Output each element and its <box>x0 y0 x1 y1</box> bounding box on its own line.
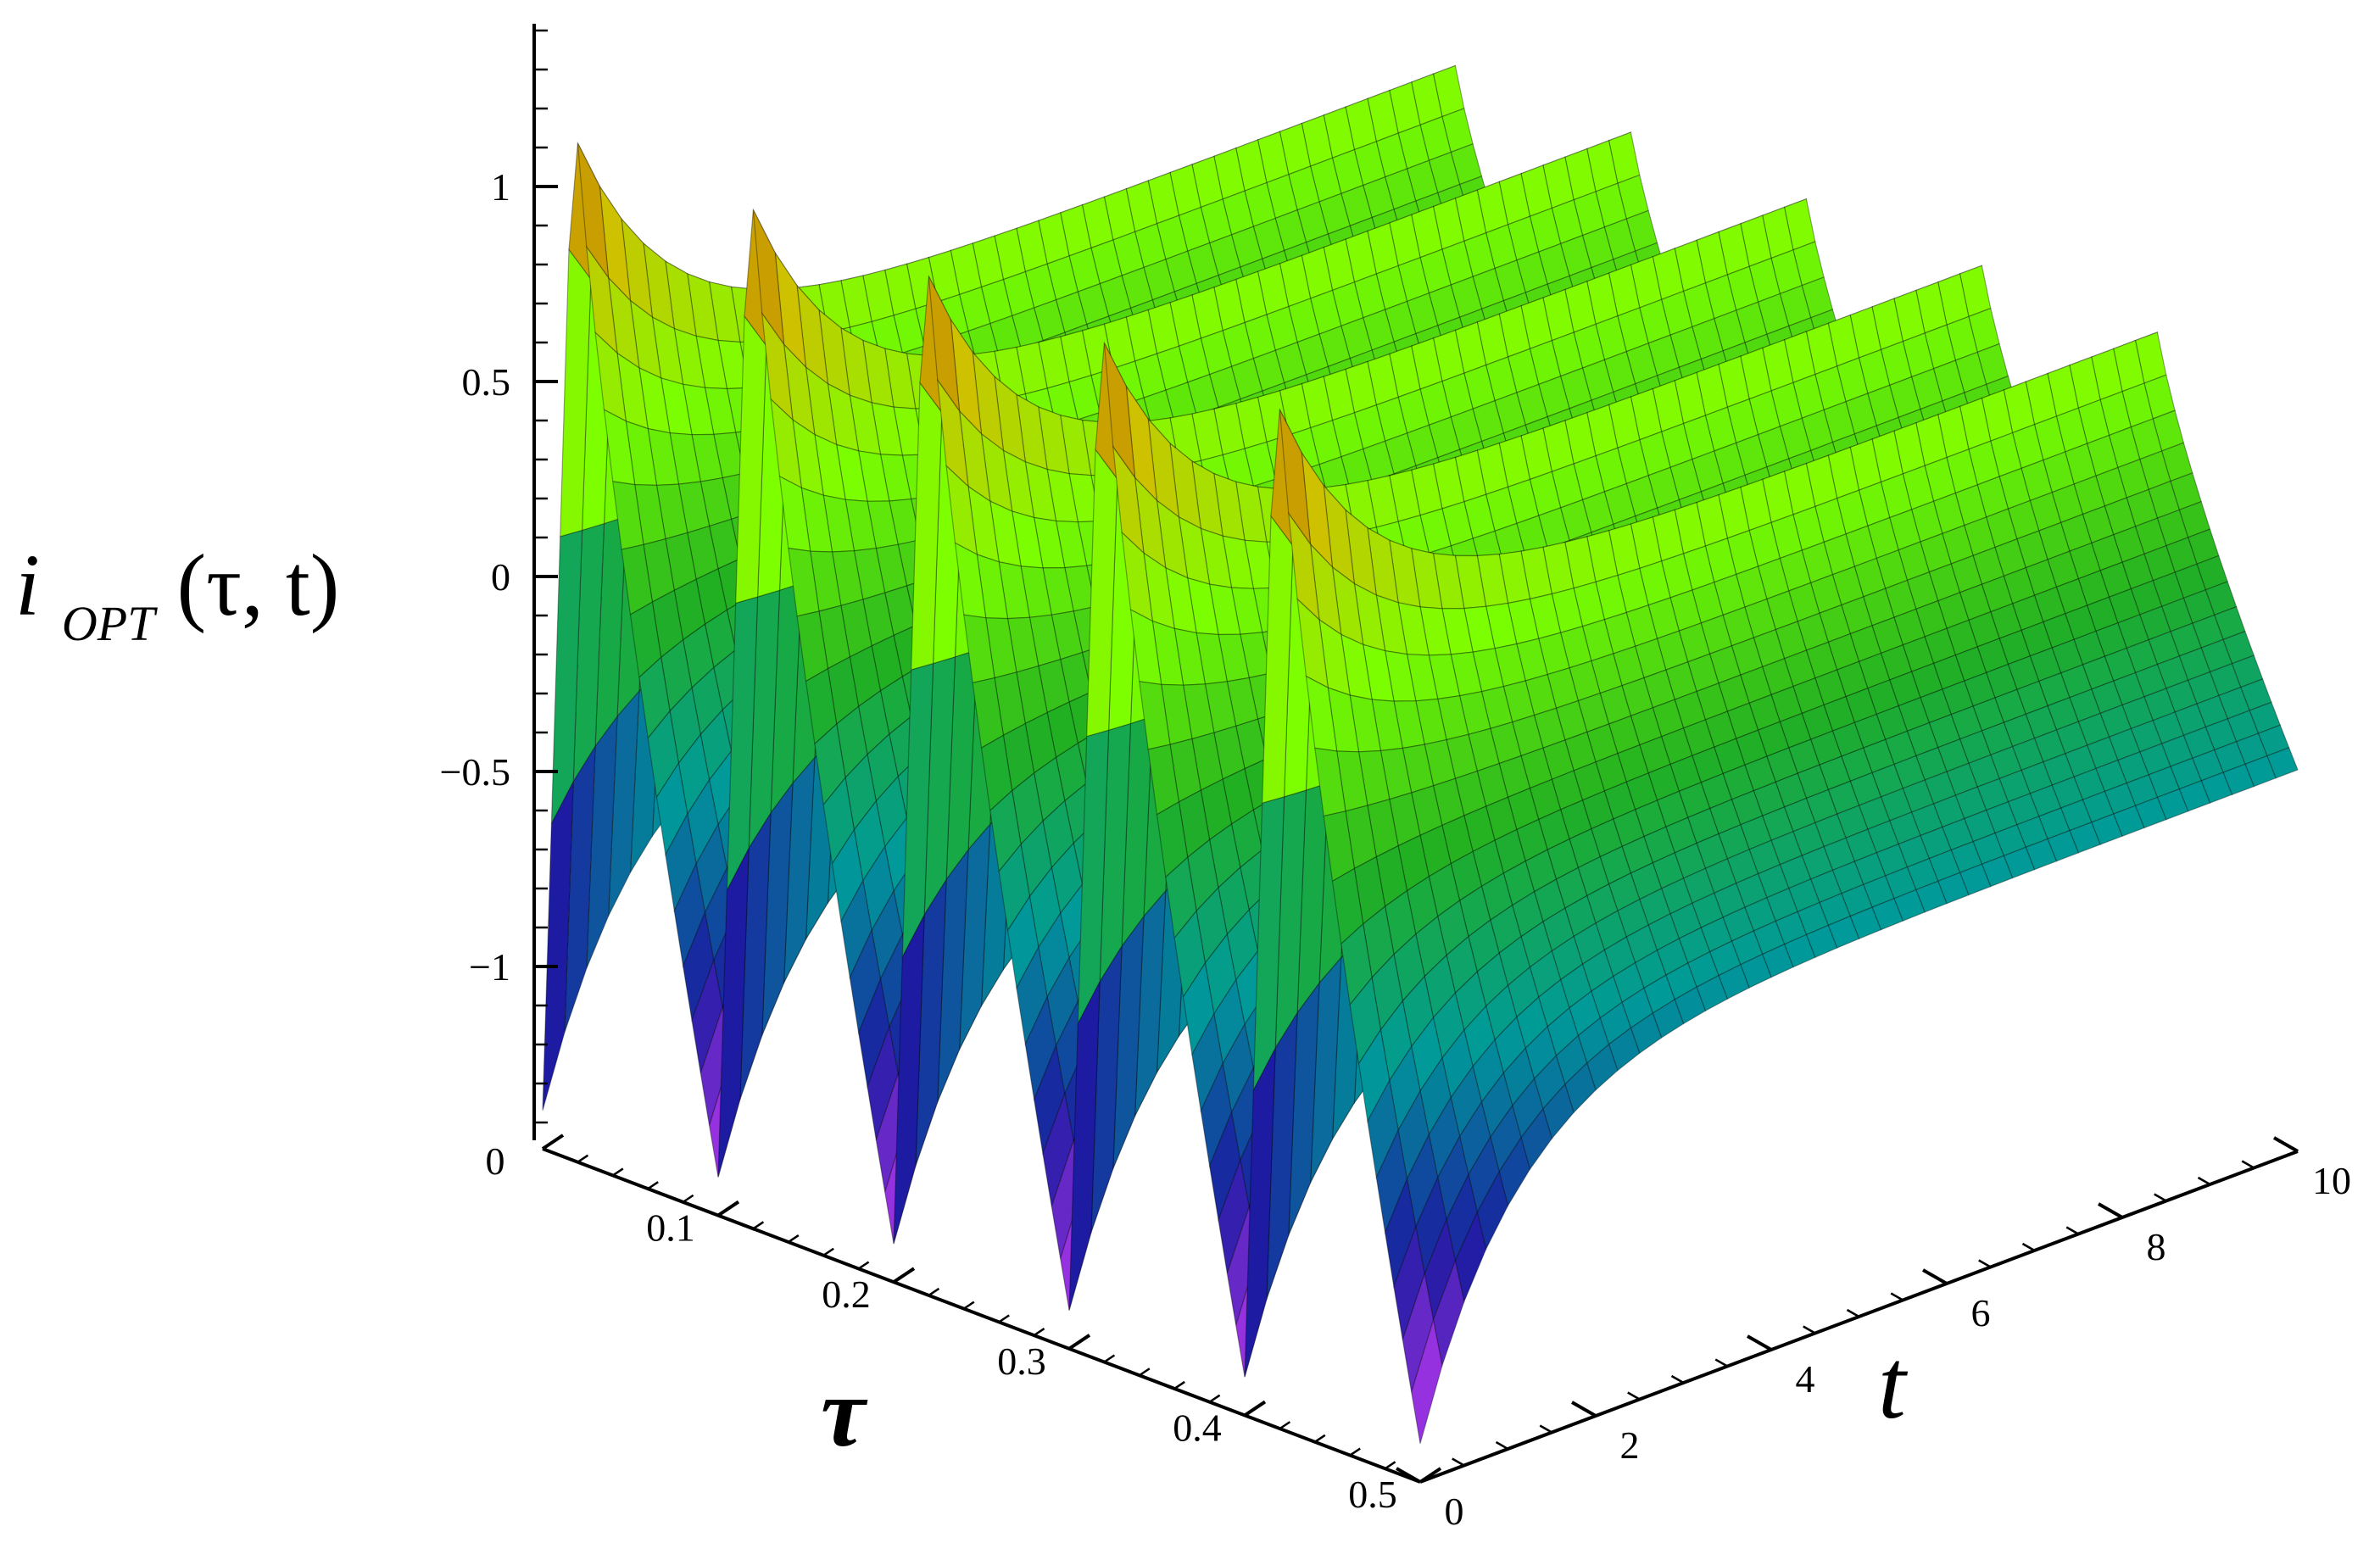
t-axis-minor-tick <box>1670 1374 1685 1384</box>
tau-axis-minor-tick <box>612 1167 624 1177</box>
tau-axis-minor-tick <box>752 1221 765 1230</box>
t-axis-minor-tick <box>1627 1391 1641 1401</box>
z-axis-tick-label: 1 <box>491 165 510 209</box>
tau-axis-minor-tick <box>1314 1434 1326 1443</box>
tau-axis-tick-label: 0.5 <box>1348 1473 1397 1516</box>
t-axis-tick <box>2273 1136 2299 1153</box>
surface-patch <box>2200 772 2233 804</box>
t-axis-tick-label: 10 <box>2312 1159 2351 1202</box>
tau-axis-minor-tick <box>1103 1354 1116 1363</box>
tau-axis-tick-label: 0 <box>486 1139 505 1183</box>
t-axis-tick <box>2098 1202 2123 1219</box>
tau-axis-title: τ <box>821 1356 868 1468</box>
tau-axis-tick-label: 0.2 <box>822 1273 871 1316</box>
surface-mesh <box>542 64 2299 1444</box>
tau-axis-minor-tick <box>1173 1380 1185 1390</box>
tau-axis-minor-tick <box>1349 1447 1361 1457</box>
t-axis-minor-tick <box>1978 1259 1992 1268</box>
tau-axis-minor-tick <box>577 1154 589 1163</box>
t-axis-minor-tick <box>1495 1440 1509 1451</box>
tau-axis-minor-tick <box>998 1314 1010 1323</box>
tau-axis-minor-tick <box>1279 1421 1291 1430</box>
t-axis-tick-label: 6 <box>1971 1291 1991 1334</box>
tau-axis-tick <box>541 1134 565 1150</box>
t-axis-tick-label: 4 <box>1796 1357 1815 1401</box>
t-axis-minor-tick <box>1452 1457 1465 1467</box>
tau-axis-minor-tick <box>1033 1328 1045 1337</box>
tau-axis-minor-tick <box>1139 1368 1151 1377</box>
t-axis-minor-tick <box>1803 1325 1816 1334</box>
tau-axis-minor-tick <box>857 1261 870 1270</box>
t-axis-tick <box>1747 1334 1772 1351</box>
tau-axis-minor-tick <box>822 1247 834 1256</box>
tau-axis-tick <box>1067 1334 1091 1351</box>
surface-patch <box>2222 763 2255 796</box>
z-axis-tick-label: −0.5 <box>440 750 510 794</box>
t-axis-tick-label: 2 <box>1620 1423 1640 1467</box>
t-axis-minor-tick <box>2197 1176 2211 1186</box>
tau-axis-tick-label: 0.1 <box>646 1206 695 1250</box>
tau-axis-tick-label: 0.3 <box>997 1340 1046 1383</box>
tau-axis-tick <box>1243 1400 1267 1418</box>
z-axis-tick-label: −1 <box>469 945 510 989</box>
surface-patch <box>2047 829 2080 862</box>
t-axis-tick-label: 0 <box>1445 1490 1464 1533</box>
z-axis-title: i OPT (τ, t) <box>15 537 339 660</box>
tau-axis-minor-tick <box>682 1194 694 1203</box>
z-axis-tick-label: 0.5 <box>462 360 511 404</box>
tau-axis-minor-tick <box>1384 1461 1396 1470</box>
t-axis-minor-tick <box>2241 1160 2255 1169</box>
t-axis-title: t <box>1878 1329 1909 1440</box>
tau-axis-minor-tick <box>1208 1394 1221 1403</box>
tau-axis-minor-tick <box>647 1181 659 1190</box>
z-axis-tick-label: 0 <box>491 555 510 599</box>
t-axis-tick <box>1571 1401 1597 1418</box>
t-axis-minor-tick <box>2065 1226 2079 1235</box>
tau-axis-tick <box>716 1200 740 1217</box>
tau-axis-minor-tick <box>963 1301 975 1310</box>
tau-axis-minor-tick <box>928 1287 940 1296</box>
t-axis-minor-tick <box>2154 1193 2167 1202</box>
surface-patch <box>2091 813 2123 845</box>
surface-patch <box>2134 796 2167 829</box>
tau-axis-tick-label: 0.4 <box>1173 1406 1222 1449</box>
t-axis-tick <box>1922 1268 1948 1285</box>
t-axis-minor-tick <box>2021 1242 2036 1252</box>
tau-axis-tick <box>892 1267 916 1284</box>
t-axis-minor-tick <box>1890 1292 1903 1301</box>
t-axis-tick-label: 8 <box>2147 1225 2166 1268</box>
surface-patch <box>2025 838 2058 871</box>
t-axis-minor-tick <box>1846 1308 1860 1318</box>
t-axis-minor-tick <box>1539 1424 1552 1434</box>
t-axis-minor-tick <box>1714 1358 1728 1368</box>
tau-axis-minor-tick <box>788 1234 800 1244</box>
